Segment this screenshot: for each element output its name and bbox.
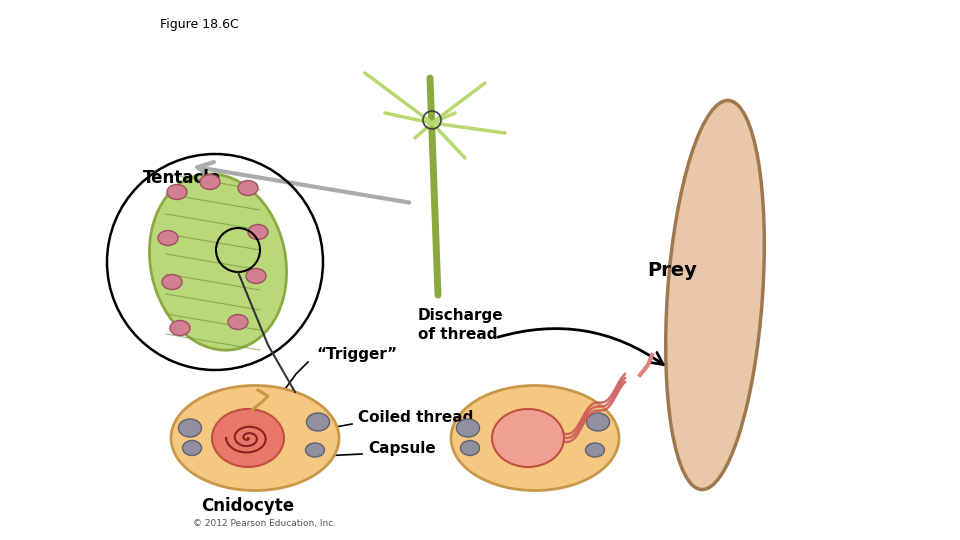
Ellipse shape <box>587 413 610 431</box>
Text: Cnidocyte: Cnidocyte <box>202 497 295 515</box>
Ellipse shape <box>200 174 220 190</box>
Ellipse shape <box>179 419 202 437</box>
Ellipse shape <box>150 174 287 350</box>
Ellipse shape <box>461 441 479 456</box>
Ellipse shape <box>162 274 182 289</box>
Text: Coiled thread: Coiled thread <box>358 410 473 426</box>
Ellipse shape <box>171 386 339 490</box>
Ellipse shape <box>306 413 329 431</box>
Ellipse shape <box>305 443 324 457</box>
Ellipse shape <box>248 225 268 240</box>
Text: Prey: Prey <box>647 260 697 280</box>
Ellipse shape <box>170 321 190 335</box>
Ellipse shape <box>167 185 187 199</box>
Ellipse shape <box>238 180 258 195</box>
Ellipse shape <box>492 409 564 467</box>
Text: “Trigger”: “Trigger” <box>316 348 397 362</box>
Text: Figure 18.6C: Figure 18.6C <box>160 18 239 31</box>
Ellipse shape <box>246 268 266 284</box>
Ellipse shape <box>665 100 764 490</box>
Ellipse shape <box>182 441 202 456</box>
Text: Capsule: Capsule <box>368 441 436 456</box>
Ellipse shape <box>586 443 605 457</box>
Text: Discharge
of thread: Discharge of thread <box>418 308 504 342</box>
Ellipse shape <box>228 314 248 329</box>
Ellipse shape <box>212 409 284 467</box>
Text: Tentacle: Tentacle <box>143 169 221 187</box>
Ellipse shape <box>451 386 619 490</box>
Text: © 2012 Pearson Education, Inc.: © 2012 Pearson Education, Inc. <box>193 519 336 528</box>
Ellipse shape <box>158 231 178 246</box>
Ellipse shape <box>457 419 479 437</box>
